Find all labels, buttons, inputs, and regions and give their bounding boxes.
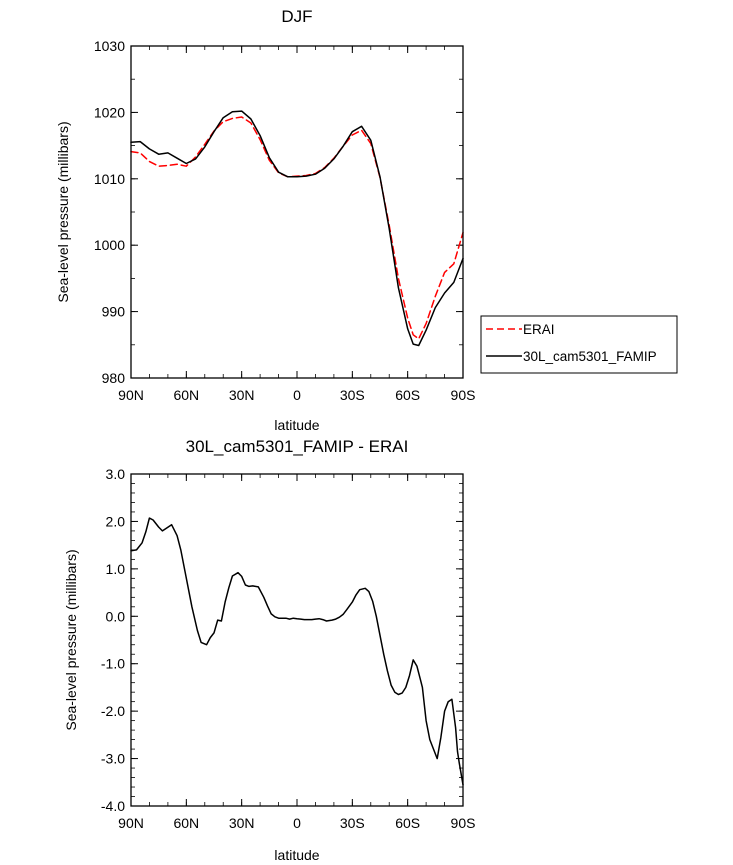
legend-box bbox=[480, 315, 678, 374]
top-xtick-label: 90S bbox=[451, 387, 476, 403]
legend: ERAI 30L_cam5301_FAMIP bbox=[480, 315, 678, 374]
bottom-plot-frame bbox=[130, 473, 464, 807]
top-xtick-label: 60S bbox=[395, 387, 420, 403]
bottom-ytick-label: -3.0 bbox=[101, 751, 125, 767]
top-ytick-label: 1010 bbox=[94, 171, 125, 187]
bottom-xtick-label: 0 bbox=[293, 815, 301, 831]
bottom-xtick-label: 30S bbox=[340, 815, 365, 831]
top-xtick-label: 30S bbox=[340, 387, 365, 403]
top-ytick-label: 1030 bbox=[94, 38, 125, 54]
bottom-ytick-label: 2.0 bbox=[106, 513, 126, 529]
top-axis-ticks bbox=[130, 45, 464, 379]
bottom-axis-ticks bbox=[130, 473, 464, 807]
top-series-line-1 bbox=[130, 110, 464, 347]
bottom-x-tick-labels: 90N 60N 30N 0 30S 60S 90S bbox=[118, 815, 475, 831]
bottom-ytick-label: 0.0 bbox=[106, 608, 126, 624]
top-y-tick-labels: 980 990 1000 1010 1020 1030 bbox=[94, 38, 125, 386]
bottom-xtick-label: 60N bbox=[173, 815, 199, 831]
bottom-y-tick-labels: -4.0 -3.0 -2.0 -1.0 0.0 1.0 2.0 3.0 bbox=[101, 466, 125, 814]
top-ytick-label: 990 bbox=[102, 304, 126, 320]
top-ytick-label: 1000 bbox=[94, 237, 125, 253]
top-panel: DJF 980 990 1000 1010 1020 1030 90N 60N 30N 0 30S… bbox=[55, 7, 475, 433]
bottom-ytick-label: -1.0 bbox=[101, 656, 125, 672]
top-xtick-label: 0 bbox=[293, 387, 301, 403]
bottom-ytick-label: 3.0 bbox=[106, 466, 126, 482]
bottom-y-axis-label: Sea-level pressure (millibars) bbox=[63, 549, 79, 730]
bottom-xtick-label: 60S bbox=[395, 815, 420, 831]
bottom-xtick-label: 90S bbox=[451, 815, 476, 831]
bottom-panel: 30L_cam5301_FAMIP - ERAI -4.0 -3.0 -2.0 -1.… bbox=[63, 437, 475, 863]
top-ytick-label: 1020 bbox=[94, 104, 125, 120]
bottom-x-axis-label: latitude bbox=[274, 847, 319, 863]
top-xtick-label: 60N bbox=[173, 387, 199, 403]
top-ytick-label: 980 bbox=[102, 370, 126, 386]
top-xtick-label: 90N bbox=[118, 387, 144, 403]
bottom-ytick-label: 1.0 bbox=[106, 561, 126, 577]
top-x-axis-label: latitude bbox=[274, 417, 319, 433]
top-chart-title: DJF bbox=[281, 7, 312, 26]
bottom-ytick-label: -4.0 bbox=[101, 798, 125, 814]
bottom-series-line-0 bbox=[130, 517, 464, 786]
top-plot-lines bbox=[130, 110, 464, 347]
legend-label-erai: ERAI bbox=[523, 322, 555, 337]
bottom-ytick-label: -2.0 bbox=[101, 703, 125, 719]
legend-label-model: 30L_cam5301_FAMIP bbox=[523, 349, 657, 364]
top-series-line-0 bbox=[130, 116, 464, 340]
bottom-xtick-label: 30N bbox=[229, 815, 255, 831]
bottom-plot-lines bbox=[130, 517, 464, 786]
top-x-tick-labels: 90N 60N 30N 0 30S 60S 90S bbox=[118, 387, 475, 403]
top-y-axis-label: Sea-level pressure (millibars) bbox=[55, 121, 71, 302]
bottom-xtick-label: 90N bbox=[118, 815, 144, 831]
top-plot-frame bbox=[130, 45, 464, 379]
bottom-chart-title: 30L_cam5301_FAMIP - ERAI bbox=[186, 437, 409, 456]
top-xtick-label: 30N bbox=[229, 387, 255, 403]
